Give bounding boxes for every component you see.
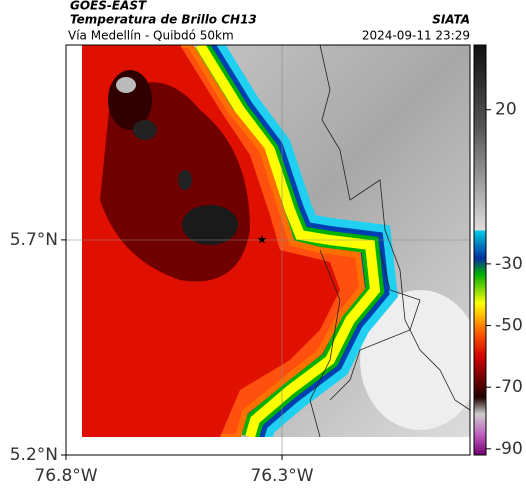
product: Temperatura de Brillo CH13 bbox=[70, 13, 257, 27]
y-tick-label: 5.2°N bbox=[10, 445, 58, 465]
satellite: GOES-EAST bbox=[70, 0, 147, 13]
colorbar-tick-label: -30 bbox=[495, 254, 523, 274]
y-tick-label: 5.7°N bbox=[10, 230, 58, 250]
colorbar-tick-label: -90 bbox=[495, 439, 523, 459]
datetime: 2024-09-11 23:29 bbox=[362, 29, 470, 43]
colorbar-tick-label: 20 bbox=[495, 100, 517, 120]
source: SIATA bbox=[432, 13, 470, 27]
svg-text:★: ★ bbox=[257, 233, 268, 247]
colorbar bbox=[473, 44, 487, 456]
map-image: ★ bbox=[65, 44, 471, 456]
region: Vía Medellín - Quibdó 50km bbox=[68, 29, 234, 43]
x-tick-label: 76.8°W bbox=[34, 466, 97, 486]
colorbar-tick-label: -50 bbox=[495, 316, 523, 336]
colorbar-tick-label: -70 bbox=[495, 377, 523, 397]
x-tick-label: 76.3°W bbox=[250, 466, 313, 486]
